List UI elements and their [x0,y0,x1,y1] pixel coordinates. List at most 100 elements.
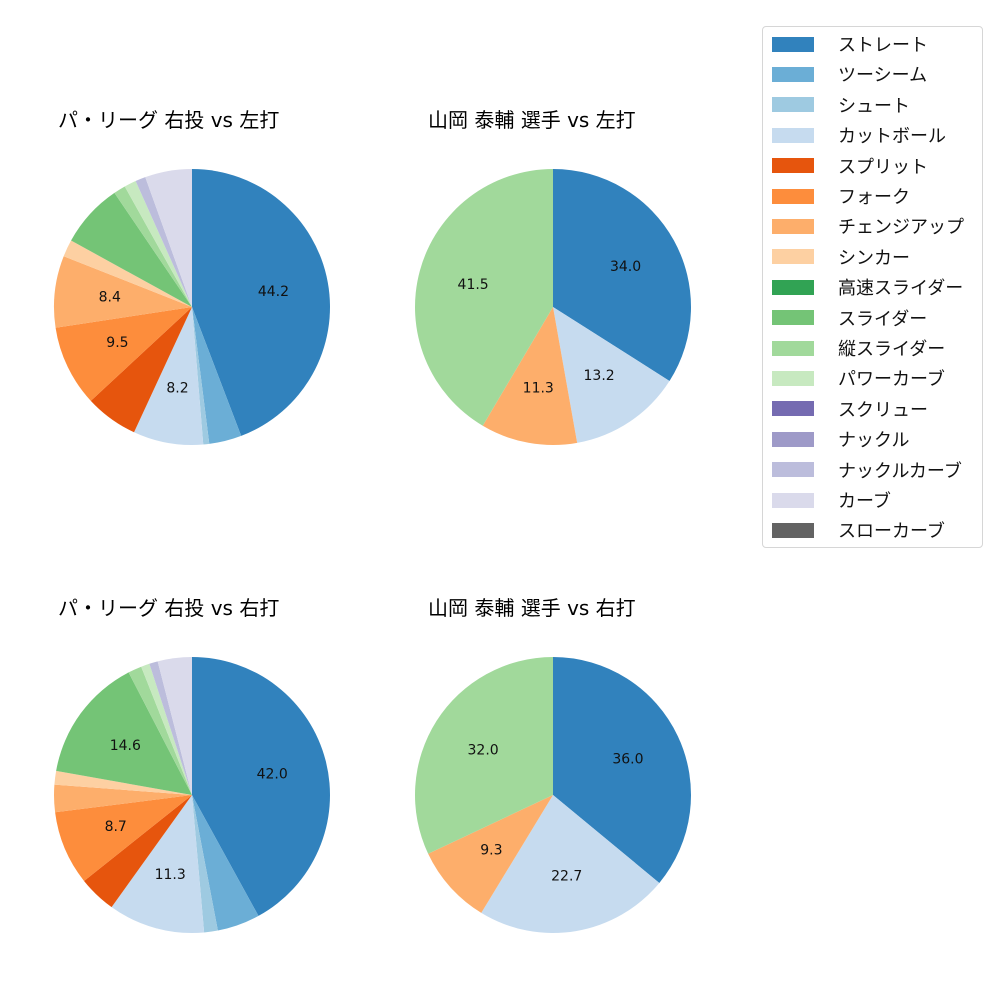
legend: ストレートツーシームシュートカットボール スプリットフォークチェンジアップ シンカー… [762,26,983,548]
legend-swatch [772,127,814,143]
pie-slice [114,186,192,307]
legend-item: 高速スライダー [763,275,963,299]
slice-value-label: 11.3 [155,867,186,883]
legend-swatch [772,522,814,538]
pie-slice [428,795,553,913]
pie-slice [56,672,192,795]
slice-value-label: 8.7 [105,819,127,835]
pie-slice [111,795,205,933]
legend-label: ナックルカーブ [838,460,962,482]
pie-slice [124,181,192,307]
slice-value-label: 44.2 [258,284,289,300]
pie-slice [145,169,192,307]
legend-swatch [772,158,814,174]
pie-slice [481,795,660,934]
pie-slice [54,770,192,795]
legend-item: チェンジアップ [763,214,964,238]
pie-slice [482,307,578,446]
legend-label: スクリュー [838,399,928,421]
legend-item: スプリット [763,154,928,178]
legend-item: ストレート [763,32,928,56]
legend-swatch [772,36,814,52]
legend-label: シンカー [838,247,910,269]
pie-slice [553,657,691,883]
pie-slice [84,795,192,908]
slice-value-label: 36.0 [612,752,643,768]
pie-slice [414,169,553,426]
legend-swatch [772,310,814,326]
legend-item: ナックル [763,427,909,451]
legend-label: カットボール [838,126,946,148]
pie-slice [71,192,192,307]
title-league-vs-right: パ・リーグ 右投 vs 右打 [58,596,280,620]
legend-label: フォーク [838,187,910,208]
pie-slice [553,169,692,381]
pie-slice [553,307,670,443]
legend-item: スクリュー [763,397,928,421]
pie-slice [192,307,242,444]
pie-slice [149,661,192,795]
legend-item: カーブ [763,488,891,512]
slice-value-label: 11.3 [523,380,554,396]
slice-value-label: 9.5 [106,335,128,351]
legend-item: 縦スライダー [763,336,945,360]
pie-slice [141,663,192,795]
legend-item: スライダー [763,306,927,330]
legend-label: スプリット [838,156,928,178]
pie-slice [90,307,192,433]
legend-label: スライダー [838,308,928,330]
legend-swatch [772,97,814,113]
legend-swatch [772,492,814,508]
pie-slice [134,307,204,446]
slice-value-label: 14.6 [110,738,141,754]
legend-swatch [772,279,814,295]
legend-label: スローカーブ [838,521,945,543]
legend-swatch [772,370,814,386]
legend-swatch [772,218,814,234]
legend-item: シンカー [763,245,910,269]
legend-swatch [772,340,814,356]
legend-label: シュート [838,95,910,117]
pie-slice [54,784,192,813]
pie-slice [128,666,192,795]
slice-value-label: 42.0 [257,766,288,782]
legend-item: フォーク [763,184,910,208]
pie-slice [192,169,331,436]
legend-label: 高速スライダー [838,278,964,300]
pie-slice [414,657,553,854]
slice-value-label: 13.2 [584,368,615,384]
slice-value-label: 22.7 [551,869,582,885]
pie-slice [192,795,259,931]
pie-slice [55,795,193,881]
pie-slice [63,240,193,307]
legend-item: ツーシーム [763,62,927,86]
legend-label: 縦スライダー [838,339,946,360]
slice-value-label: 9.3 [480,842,502,858]
legend-label: ナックル [838,430,910,452]
pie-slice [55,307,193,401]
legend-item: カットボール [763,123,946,147]
slice-value-label: 8.4 [99,290,121,306]
legend-label: ツーシーム [838,65,928,87]
legend-item: ナックルカーブ [763,458,962,482]
slice-value-label: 34.0 [610,259,641,275]
title-player-vs-right: 山岡 泰輔 選手 vs 右打 [428,596,636,620]
slice-value-label: 32.0 [468,743,499,759]
slice-value-label: 41.5 [458,277,489,293]
pie-slice [54,256,192,328]
legend-label: チェンジアップ [838,217,964,239]
legend-label: パワーカーブ [838,369,945,391]
legend-swatch [772,249,814,265]
legend-swatch [772,462,814,478]
pie-slice [157,657,192,795]
title-player-vs-left: 山岡 泰輔 選手 vs 左打 [428,108,636,132]
legend-swatch [772,401,814,417]
pie-slice [192,795,218,933]
legend-label: ストレート [838,35,928,56]
pie-slice [135,177,192,307]
legend-swatch [772,188,814,204]
